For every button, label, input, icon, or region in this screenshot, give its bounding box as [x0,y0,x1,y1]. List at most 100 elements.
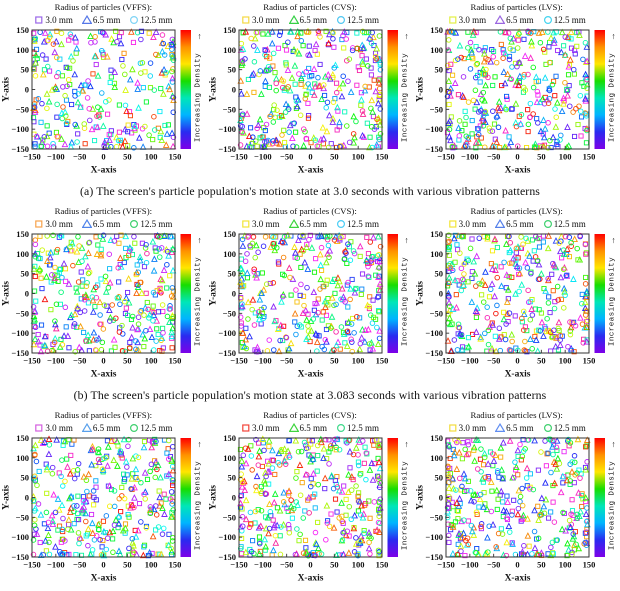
legend-label: 6.5 mm [506,14,534,25]
svg-text:−50: −50 [487,152,500,162]
legend-item: 12.5 mm [129,219,172,229]
svg-text:100: 100 [145,356,158,366]
svg-text:↑: ↑ [198,439,202,449]
legend-item: 6.5 mm [495,218,534,229]
svg-text:−150: −150 [437,560,455,570]
legend-title: Radius of particles (VFFS): [54,206,153,216]
svg-text:Y-axis: Y-axis [2,77,12,102]
legend-label: 6.5 mm [506,422,534,433]
svg-text:Increasing Density: Increasing Density [195,461,203,550]
svg-text:100: 100 [223,453,236,463]
svg-text:Y-axis: Y-axis [209,77,219,102]
svg-text:100: 100 [352,356,365,366]
axes: −150 −100 −50 0 50 100 150 −150 −100 −50 0 50 100 150… [2,230,182,380]
svg-text:X-axis: X-axis [298,574,324,584]
subplot: Radius of particles (LVS): 3.0 mm 6.5 mm… [413,408,620,586]
svg-text:100: 100 [223,45,236,55]
svg-text:Increasing Density: Increasing Density [195,53,203,142]
svg-text:0: 0 [515,152,519,162]
legend-label: 12.5 mm [347,218,380,229]
subplot: Radius of particles (CVS): 3.0 mm 6.5 mm… [207,408,414,586]
axes: −150 −100 −50 0 50 100 150 −150 −100 −50 0 50 100 150… [2,26,182,176]
legend-item: 12.5 mm [543,219,586,229]
svg-text:100: 100 [145,152,158,162]
svg-text:−50: −50 [429,104,442,114]
svg-text:−50: −50 [16,512,29,522]
svg-text:50: 50 [537,356,546,366]
legend-label: 12.5 mm [553,218,586,229]
legend-label: 6.5 mm [299,218,328,229]
svg-text:↑: ↑ [611,31,615,41]
svg-text:150: 150 [17,434,30,443]
legend-marker-triangle-icon [288,218,299,229]
svg-text:50: 50 [434,65,443,75]
svg-text:−150: −150 [218,144,236,154]
subplot: Radius of particles (CVS): 3.0 mm 6.5 mm… [207,204,414,382]
svg-text:50: 50 [330,152,339,162]
svg-text:X-axis: X-axis [504,574,530,584]
svg-text:Increasing Density: Increasing Density [402,53,410,142]
legend-marker-square-icon [448,423,458,433]
svg-text:0: 0 [102,152,106,162]
legend-item: 3.0 mm [448,219,486,229]
legend-item: 12.5 mm [336,219,379,229]
svg-text:150: 150 [223,434,236,443]
legend-marker-square-icon [241,219,251,229]
svg-text:−150: −150 [24,356,42,366]
svg-text:X-axis: X-axis [298,166,324,176]
legend-item: 3.0 mm [241,15,280,25]
svg-text:−100: −100 [425,532,443,542]
svg-text:Y-axis: Y-axis [2,485,12,510]
svg-text:150: 150 [376,560,389,570]
legend: 3.0 mm 6.5 mm 12.5 mm [34,217,172,230]
legend-marker-square-icon [448,219,458,229]
svg-text:↑: ↑ [404,31,408,41]
svg-text:−100: −100 [461,560,479,570]
svg-text:50: 50 [123,560,132,570]
svg-text:−100: −100 [461,152,479,162]
axes: −150 −100 −50 0 50 100 150 −150 −100 −50 0 50 100 150… [209,434,389,584]
legend-label: 6.5 mm [92,14,121,25]
svg-text:−100: −100 [47,560,65,570]
svg-text:−100: −100 [12,532,30,542]
legend-item: 6.5 mm [495,422,534,433]
svg-text:−50: −50 [16,104,29,114]
svg-text:50: 50 [123,152,132,162]
legend: 3.0 mm 6.5 mm 12.5 mm [34,421,172,434]
svg-text:0: 0 [232,85,236,95]
scatter-points [444,435,591,559]
caption-a: (a) The screen's particle population's m… [79,183,541,198]
svg-text:−100: −100 [218,532,236,542]
svg-text:50: 50 [21,269,30,279]
svg-text:100: 100 [558,356,571,366]
legend-marker-triangle-icon [81,422,92,433]
legend-marker-square-icon [241,423,251,433]
legend-label: 12.5 mm [347,14,380,25]
legend-marker-circle-icon [336,423,346,433]
svg-text:−100: −100 [254,560,272,570]
legend-item: 3.0 mm [34,219,73,229]
svg-text:−150: −150 [230,560,248,570]
svg-text:Y-axis: Y-axis [209,485,219,510]
svg-text:−50: −50 [487,560,500,570]
legend-item: 6.5 mm [81,218,120,229]
legend: 3.0 mm 6.5 mm 12.5 mm [241,217,379,230]
svg-text:−150: −150 [24,560,42,570]
scatter-points [30,231,177,355]
svg-text:150: 150 [169,560,182,570]
legend-item: 3.0 mm [448,15,486,25]
svg-text:−100: −100 [461,356,479,366]
scatter-points [237,435,384,559]
svg-text:−50: −50 [16,308,29,318]
svg-text:0: 0 [515,560,519,570]
svg-text:−50: −50 [429,512,442,522]
legend-item: 12.5 mm [543,423,586,433]
svg-text:100: 100 [558,560,571,570]
legend-marker-triangle-icon [288,422,299,433]
scatter-plot: −150 −100 −50 0 50 100 150 −150 −100 −50 0 50 100 150… [415,26,616,176]
svg-text:Increasing Density: Increasing Density [195,257,203,346]
axes: −150 −100 −50 0 50 100 150 −150 −100 −50 0 50 100 150… [415,26,595,176]
legend-marker-square-icon [448,15,458,25]
colorbar: Increasing Density ↑ [594,30,616,149]
svg-text:150: 150 [430,434,443,443]
